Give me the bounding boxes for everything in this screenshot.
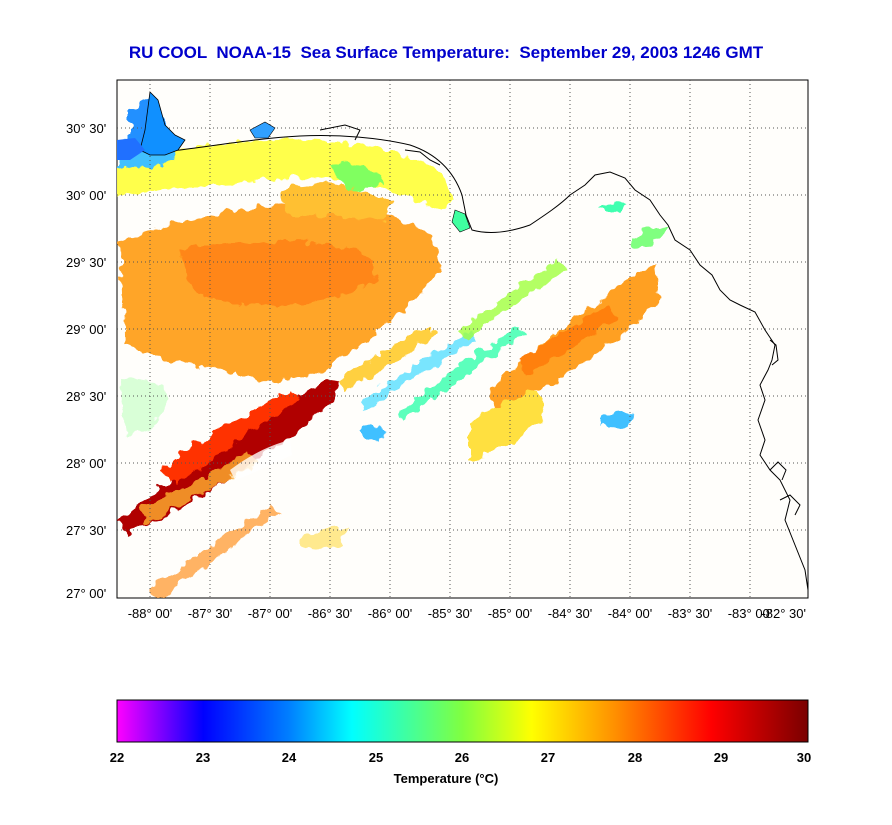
lon-label: -87° 00': [248, 606, 293, 621]
lon-label: -85° 30': [428, 606, 473, 621]
lat-label: 29° 00': [66, 322, 106, 337]
lat-label: 27° 30': [66, 523, 106, 538]
colorbar-tick: 25: [369, 750, 383, 765]
colorbar-tick: 23: [196, 750, 210, 765]
colorbar-ticks: 22 23 24 25 26 27 28 29 30: [110, 750, 811, 765]
colorbar: [116, 699, 809, 743]
colorbar-tick: 24: [282, 750, 297, 765]
colorbar-tick: 28: [628, 750, 642, 765]
coastline: [117, 124, 808, 591]
lon-label: -87° 30': [188, 606, 233, 621]
sst-data-layer: [117, 95, 665, 598]
colorbar-tick: 26: [455, 750, 469, 765]
colorbar-tick: 29: [714, 750, 728, 765]
lat-label: 30° 30': [66, 121, 106, 136]
lon-label: -84° 00': [608, 606, 653, 621]
lat-label: 28° 30': [66, 389, 106, 404]
lon-label: -82° 30': [761, 606, 806, 621]
lon-label: -85° 00': [488, 606, 533, 621]
lon-label: -86° 00': [368, 606, 413, 621]
bay-water: [249, 121, 276, 139]
lon-label: -86° 30': [308, 606, 353, 621]
lat-label: 28° 00': [66, 456, 106, 471]
colorbar-tick: 30: [797, 750, 811, 765]
lon-labels: -88° 00' -87° 30' -87° 00' -86° 30' -86°…: [128, 606, 806, 621]
lon-label: -83° 00': [728, 606, 773, 621]
inland-water: [117, 138, 145, 160]
mobile-bay: [139, 91, 186, 156]
lon-label: -84° 30': [548, 606, 593, 621]
apalachicola-bay: [451, 209, 471, 233]
lat-labels: 30° 30' 30° 00' 29° 30' 29° 00' 28° 30' …: [66, 121, 106, 601]
colorbar-tick: 27: [541, 750, 555, 765]
lat-label: 27° 00': [66, 586, 106, 601]
colorbar-tick: 22: [110, 750, 124, 765]
colorbar-label: Temperature (°C): [393, 771, 499, 786]
lon-label: -83° 30': [668, 606, 713, 621]
lon-label: -88° 00': [128, 606, 173, 621]
lat-label: 29° 30': [66, 255, 106, 270]
figure-title: RU COOL NOAA-15 Sea Surface Temperature:…: [128, 43, 764, 62]
lat-label: 30° 00': [66, 188, 106, 203]
